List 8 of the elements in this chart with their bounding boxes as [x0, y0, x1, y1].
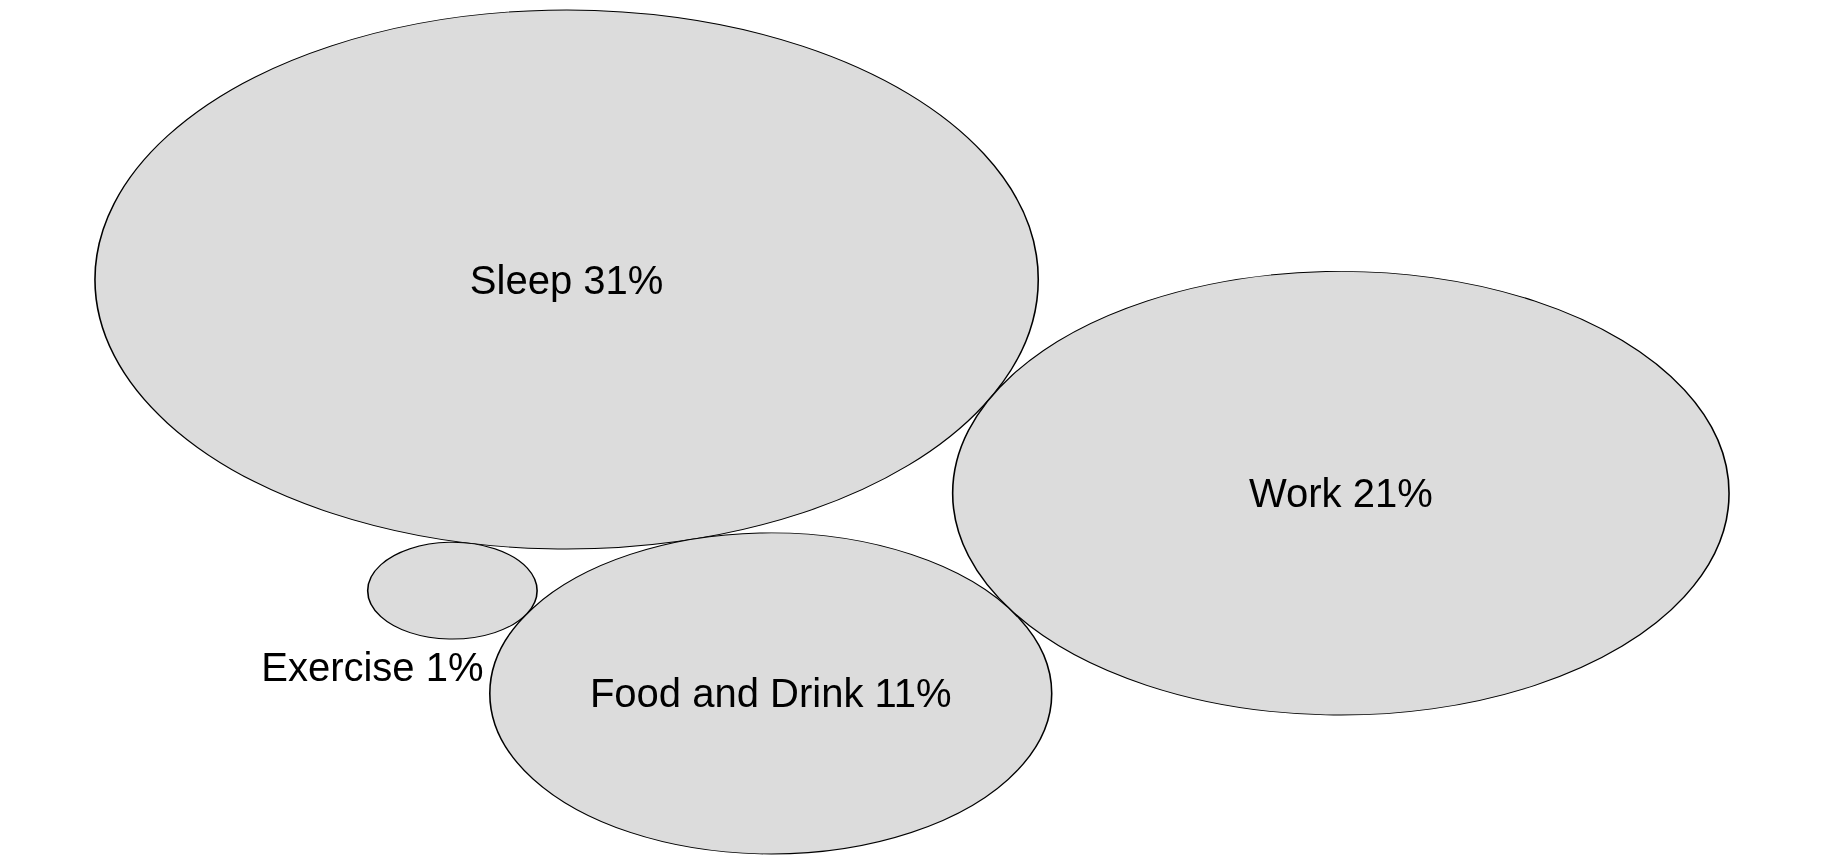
category-label: Work	[1248, 471, 1343, 516]
data-label: 1%	[425, 644, 484, 689]
data-label: 31%	[583, 257, 664, 302]
category-label: Sleep	[469, 257, 573, 302]
data-label: 21%	[1352, 471, 1433, 516]
category-label: Food and Drink	[589, 671, 865, 716]
category-label: Exercise	[261, 644, 415, 689]
data-label: 11%	[874, 671, 952, 716]
